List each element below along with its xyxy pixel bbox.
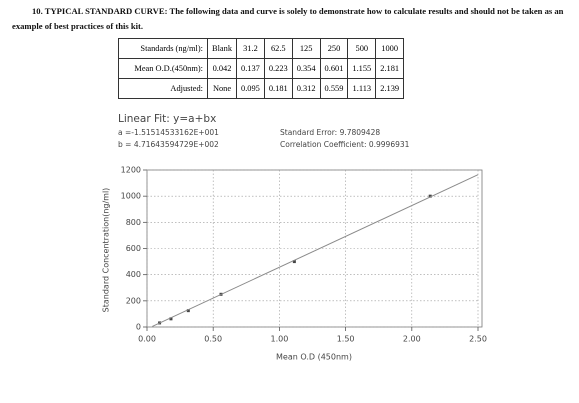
x-axis-label: Mean O.D (450nm): [276, 353, 352, 362]
chart-title: Linear Fit: y=a+bx: [118, 113, 216, 125]
x-tick-label: 1.00: [270, 335, 288, 344]
heading-text: The following data and curve is solely t…: [12, 6, 564, 31]
data-point: [169, 317, 173, 321]
y-axis-label: Standard Concentration(ng/ml): [102, 188, 111, 313]
x-tick-label: 1.50: [337, 335, 355, 344]
table-row: Mean O.D.(450nm): 0.042 0.137 0.223 0.354 0.6…: [118, 58, 405, 79]
y-tick-label: 200: [126, 296, 141, 305]
annotation: Standard Error: 9.7809428: [280, 128, 380, 137]
data-point: [186, 309, 190, 313]
y-tick-label: 0: [136, 323, 141, 332]
annotation: b = 4.71643594729E+002: [118, 140, 219, 149]
fit-line: [152, 174, 479, 327]
heading-label: 10. TYPICAL STANDARD CURVE:: [32, 6, 168, 16]
y-tick-label: 1000: [121, 192, 141, 201]
x-tick-label: 0.50: [204, 335, 222, 344]
y-tick-label: 1200: [121, 166, 141, 175]
x-tick-label: 2.50: [469, 335, 487, 344]
table-cell: 2.139: [375, 78, 405, 99]
data-point: [292, 260, 296, 264]
table-cell: None: [206, 78, 238, 99]
y-tick-label: 800: [126, 218, 141, 227]
annotation: a =-1.51514533162E+001: [118, 128, 219, 137]
x-tick-label: 2.00: [403, 335, 421, 344]
y-tick-label: 600: [126, 244, 141, 253]
x-tick-label: 0.00: [138, 335, 156, 344]
y-tick-label: 400: [126, 270, 141, 279]
table-row: Adjusted: None 0.095 0.181 0.312 0.559 1.113 2.…: [118, 78, 405, 99]
annotation: Correlation Coefficient: 0.9996931: [280, 140, 410, 149]
data-table: Standards (ng/ml): Blank 31.2 62.5 125 250 500…: [118, 38, 405, 99]
heading: 10. TYPICAL STANDARD CURVE: The followin…: [12, 4, 564, 34]
table-cell: 0.042: [206, 58, 238, 79]
data-point: [428, 194, 432, 198]
table-cell: 0.559: [319, 78, 349, 99]
